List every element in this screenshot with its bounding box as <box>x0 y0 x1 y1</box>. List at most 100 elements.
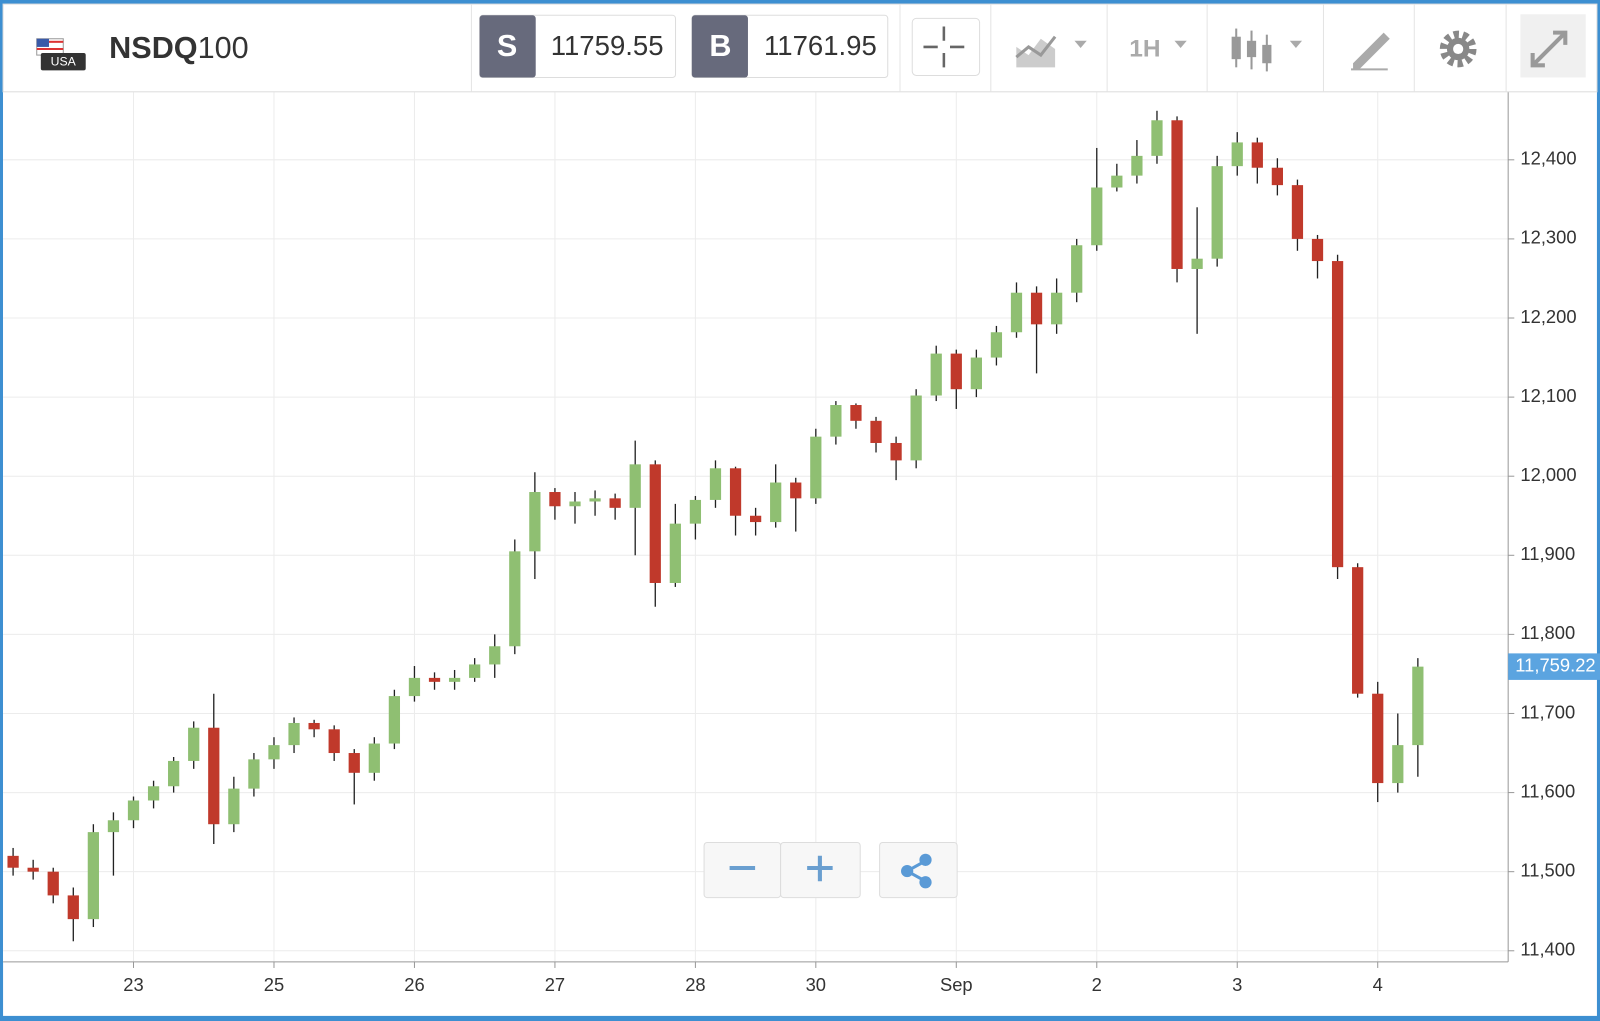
x-tick-label: 25 <box>264 974 284 995</box>
candle-body <box>850 405 862 421</box>
y-tick-label: 11,600 <box>1520 780 1575 801</box>
symbol-main: NSDQ <box>109 31 197 65</box>
y-tick-label: 11,800 <box>1520 622 1575 643</box>
last-price-label: 11,759.22 <box>1515 654 1595 675</box>
x-tick-label: 27 <box>545 974 565 995</box>
candle-body <box>1271 167 1283 186</box>
buy-price: 11761.95 <box>764 30 877 61</box>
y-tick-label: 12,300 <box>1520 227 1576 248</box>
candle-body <box>589 498 601 502</box>
candle-body <box>107 820 120 833</box>
candle-body <box>408 677 421 697</box>
candle-body <box>248 759 260 789</box>
x-tick-label: 4 <box>1373 974 1383 995</box>
candle-body <box>1352 567 1364 694</box>
chart-type-button[interactable] <box>1015 35 1087 68</box>
x-tick-label: 3 <box>1232 974 1242 995</box>
share-button[interactable] <box>879 841 958 899</box>
candle-body <box>489 646 501 665</box>
buy-button[interactable]: B 11761.95 <box>691 14 889 79</box>
plot: 11,400 11,500 11,600 11,700 11,800 11,900 12,0… <box>3 91 1577 995</box>
candle-body <box>1291 185 1304 239</box>
candle-body <box>709 468 722 500</box>
buy-label: B <box>709 29 731 63</box>
candle-body <box>228 788 240 825</box>
candle-body <box>970 357 982 390</box>
candle-body <box>208 727 220 825</box>
candle-body <box>910 395 922 461</box>
candle-body <box>1311 238 1324 262</box>
zoom-out-button[interactable] <box>703 841 782 899</box>
y-tick-label: 12,000 <box>1520 464 1576 485</box>
candle-body <box>368 743 380 773</box>
symbol-suffix: 100 <box>198 31 249 65</box>
candle-body <box>509 551 521 647</box>
candle-body <box>308 722 320 730</box>
candle-body <box>188 727 200 761</box>
candle-body <box>1191 258 1203 269</box>
sell-button[interactable]: S 11759.55 <box>479 14 677 79</box>
y-tick-label: 11,400 <box>1520 939 1575 960</box>
candle-body <box>569 501 581 507</box>
candle-body <box>1251 142 1263 168</box>
candle-body <box>729 468 742 516</box>
candle-body <box>990 332 1003 358</box>
candle-body <box>1231 142 1243 167</box>
candle-body <box>830 405 842 437</box>
candle-body <box>67 895 79 920</box>
candle-body <box>870 420 882 443</box>
candle-body <box>328 729 340 754</box>
y-tick-label: 12,400 <box>1520 148 1576 169</box>
candle-body <box>469 664 481 678</box>
candle-body <box>268 745 280 760</box>
candle-body <box>147 786 160 801</box>
candle-body <box>1071 245 1083 293</box>
candle-body <box>388 696 401 744</box>
y-tick-label: 11,900 <box>1520 543 1575 564</box>
candle-body <box>629 464 641 508</box>
candle-body <box>168 760 180 787</box>
candle-body <box>448 677 461 682</box>
candle-body <box>549 492 561 507</box>
candle-body <box>950 353 962 390</box>
candle-body <box>649 464 661 583</box>
zoom-in-button[interactable] <box>780 841 861 899</box>
symbol: NSDQ100 <box>109 31 248 65</box>
candle-body <box>689 499 702 524</box>
y-tick-label: 11,700 <box>1520 701 1575 722</box>
candle-body <box>1372 693 1384 784</box>
candle-type-button[interactable] <box>1231 28 1303 72</box>
candle-body <box>47 871 59 896</box>
candle-body <box>1051 292 1063 325</box>
flag-label: USA <box>51 54 77 68</box>
fullscreen-button[interactable] <box>1520 14 1586 78</box>
y-tick-label: 12,200 <box>1520 306 1576 327</box>
x-tick-label: 26 <box>404 974 424 995</box>
candle-body <box>127 800 140 821</box>
x-tick-label: 23 <box>123 974 143 995</box>
x-tick-label: 28 <box>685 974 705 995</box>
candle-body <box>930 353 942 396</box>
candle-body <box>1010 292 1023 333</box>
x-tick-label: 30 <box>806 974 826 995</box>
sell-label: S <box>497 29 517 63</box>
settings-button[interactable] <box>1439 30 1477 68</box>
sell-price: 11759.55 <box>551 30 664 61</box>
candle-body <box>669 523 681 583</box>
candle-body <box>7 855 19 868</box>
x-tick-label: 2 <box>1092 974 1102 995</box>
candle-body <box>87 832 99 920</box>
candle-body <box>1211 166 1223 259</box>
candle-body <box>790 482 802 499</box>
candle-body <box>1392 745 1404 784</box>
interval-button[interactable]: 1H <box>1129 35 1187 62</box>
candle-body <box>1171 120 1183 269</box>
draw-button[interactable] <box>1351 32 1390 71</box>
candle-body <box>810 436 822 499</box>
candle-body <box>1131 155 1143 176</box>
flag: USA <box>36 38 86 71</box>
x-tick-label: Sep <box>940 974 973 995</box>
crosshair-button[interactable] <box>911 17 981 76</box>
